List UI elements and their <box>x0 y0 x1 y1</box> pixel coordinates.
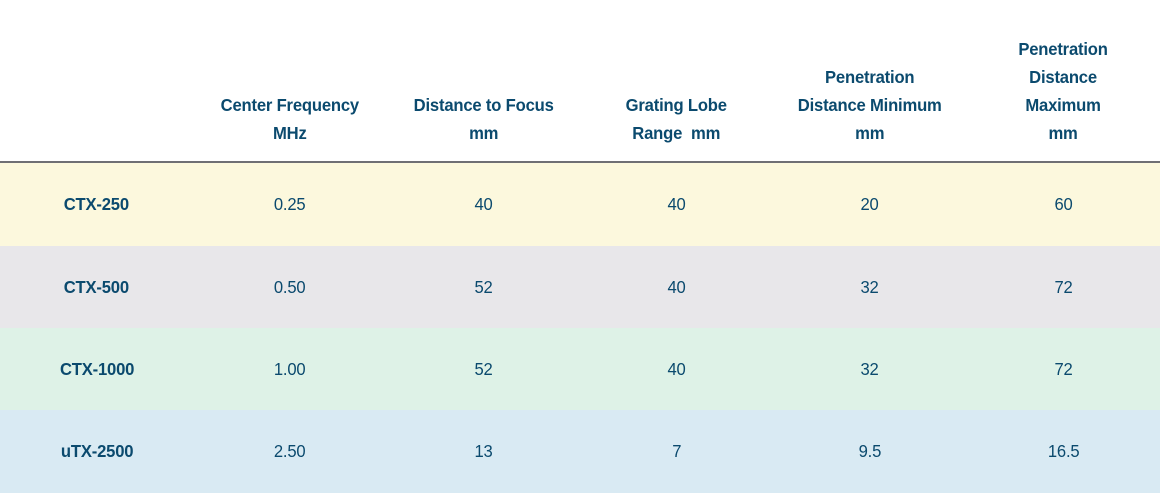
cell-value: 72 <box>1054 358 1073 379</box>
cell-value: 40 <box>667 358 686 379</box>
cell-value: 52 <box>474 358 493 379</box>
cell-grating-lobe-range: 7 <box>580 410 773 493</box>
cell-value: 40 <box>474 194 493 214</box>
table-row-ctx-1000: CTX-1000 1.00 52 40 32 72 <box>0 328 1160 410</box>
header-label-grating-lobe-range: Grating Lobe Range mm <box>626 95 728 143</box>
cell-penetration-distance-maximum: 72 <box>967 328 1160 410</box>
cell-center-frequency: 0.50 <box>193 246 386 328</box>
cell-value: 16.5 <box>1047 441 1080 461</box>
row-label-text: CTX-500 <box>64 276 130 297</box>
table-row-utx-2500: uTX-2500 2.50 13 7 9.5 16.5 <box>0 410 1160 493</box>
cell-value: 52 <box>474 276 493 297</box>
cell-value: 13 <box>474 441 493 461</box>
cell-value: 20 <box>860 194 880 214</box>
cell-center-frequency: 0.25 <box>193 163 386 246</box>
table-row-ctx-250: CTX-250 0.25 40 40 20 60 <box>0 163 1160 246</box>
cell-value: 7 <box>672 441 682 461</box>
cell-value: 1.00 <box>274 358 306 379</box>
cell-penetration-distance-minimum: 32 <box>773 246 966 328</box>
cell-penetration-distance-minimum: 32 <box>773 328 966 410</box>
header-cell-distance-to-focus: Distance to Focus mm <box>387 0 580 161</box>
header-cell-penetration-distance-maximum: Penetration Distance Maximum mm <box>967 0 1160 161</box>
row-label-utx-2500: uTX-2500 <box>0 410 193 493</box>
cell-distance-to-focus: 13 <box>387 410 580 493</box>
cell-distance-to-focus: 40 <box>387 163 580 246</box>
row-label-text: CTX-250 <box>64 194 130 214</box>
header-label-penetration-distance-maximum: Penetration Distance Maximum mm <box>1018 39 1109 143</box>
cell-value: 40 <box>667 276 686 297</box>
header-label-penetration-distance-minimum: Penetration Distance Minimum mm <box>798 67 942 143</box>
cell-center-frequency: 1.00 <box>193 328 386 410</box>
cell-value: 40 <box>667 194 686 214</box>
row-label-text: CTX-1000 <box>59 358 134 379</box>
header-label-distance-to-focus: Distance to Focus mm <box>413 95 554 143</box>
table-row-ctx-500: CTX-500 0.50 52 40 32 72 <box>0 246 1160 328</box>
bottom-whitespace <box>0 493 1160 496</box>
cell-value: 72 <box>1054 276 1073 297</box>
cell-center-frequency: 2.50 <box>193 410 386 493</box>
row-label-text: uTX-2500 <box>60 441 133 461</box>
cell-value: 9.5 <box>858 441 882 461</box>
header-cell-penetration-distance-minimum: Penetration Distance Minimum mm <box>773 0 966 161</box>
cell-penetration-distance-minimum: 9.5 <box>773 410 966 493</box>
cell-value: 2.50 <box>274 441 306 461</box>
header-divider-line <box>0 161 1160 163</box>
cell-value: 32 <box>860 358 880 379</box>
cell-grating-lobe-range: 40 <box>580 328 773 410</box>
cell-value: 0.50 <box>274 276 306 297</box>
cell-grating-lobe-range: 40 <box>580 246 773 328</box>
cell-distance-to-focus: 52 <box>387 246 580 328</box>
row-label-ctx-1000: CTX-1000 <box>0 328 193 410</box>
table-header-row: Center Frequency MHz Distance to Focus m… <box>0 0 1160 161</box>
cell-penetration-distance-maximum: 72 <box>967 246 1160 328</box>
cell-value: 60 <box>1054 194 1073 214</box>
cell-penetration-distance-maximum: 60 <box>967 163 1160 246</box>
cell-value: 0.25 <box>274 194 306 214</box>
header-cell-model <box>0 0 193 161</box>
cell-distance-to-focus: 52 <box>387 328 580 410</box>
header-cell-grating-lobe-range: Grating Lobe Range mm <box>580 0 773 161</box>
cell-penetration-distance-minimum: 20 <box>773 163 966 246</box>
header-label-center-frequency: Center Frequency MHz <box>220 95 360 143</box>
cell-value: 32 <box>860 276 880 297</box>
cell-grating-lobe-range: 40 <box>580 163 773 246</box>
header-cell-center-frequency: Center Frequency MHz <box>193 0 386 161</box>
cell-penetration-distance-maximum: 16.5 <box>967 410 1160 493</box>
row-label-ctx-250: CTX-250 <box>0 163 193 246</box>
row-label-ctx-500: CTX-500 <box>0 246 193 328</box>
